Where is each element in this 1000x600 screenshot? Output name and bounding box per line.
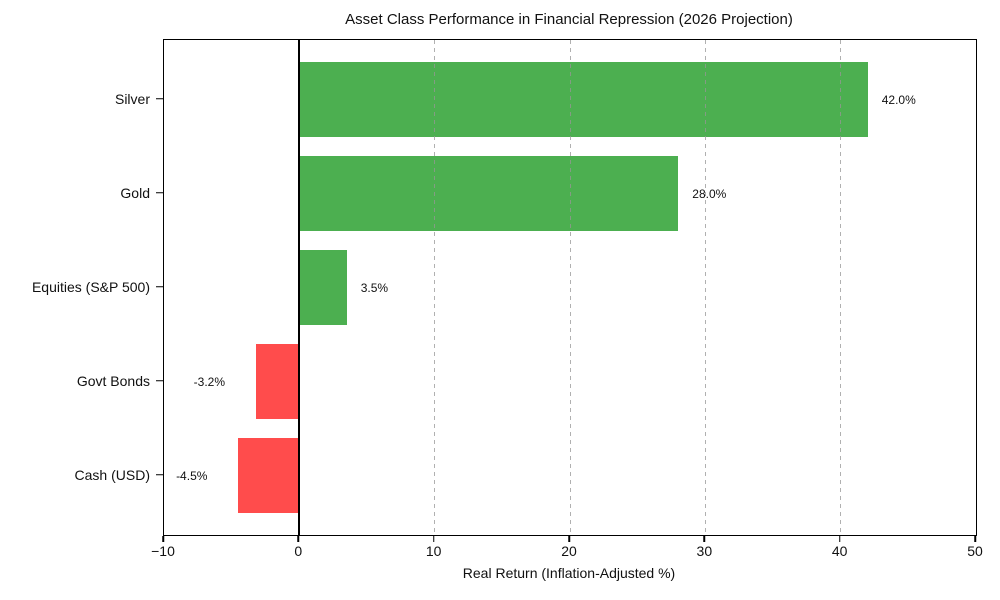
gridline [569, 40, 571, 535]
x-tick-label-0: 0 [294, 543, 303, 559]
x-tick [162, 535, 164, 542]
chart-title: Asset Class Performance in Financial Rep… [345, 11, 793, 28]
value-label-gold: 28.0% [692, 186, 727, 201]
y-tick [156, 191, 163, 194]
x-tick [568, 535, 570, 542]
x-tick [974, 535, 976, 542]
bar-equities-s-p-500 [299, 250, 347, 326]
bar-govt-bonds [256, 344, 300, 420]
value-label-silver: 42.0% [881, 92, 916, 107]
gridline [704, 40, 706, 535]
value-label-cash-usd: -4.5% [176, 468, 208, 483]
value-label-govt-bonds: -3.2% [193, 374, 226, 389]
x-tick [432, 535, 435, 542]
y-tick-label-cash-usd: Cash (USD) [74, 466, 150, 483]
x-tick-label-20: 20 [561, 543, 577, 559]
y-tick-label-equities-s-p-500: Equities (S&P 500) [31, 278, 150, 295]
gridline [434, 40, 436, 535]
x-axis-label: Real Return (Inflation-Adjusted %) [462, 565, 676, 581]
x-tick-label--10: −10 [151, 543, 175, 559]
y-tick-label-govt-bonds: Govt Bonds [76, 372, 150, 389]
y-tick-label-gold: Gold [120, 184, 150, 201]
value-label-equities-s-p-500: 3.5% [360, 280, 389, 295]
x-tick [838, 535, 841, 542]
y-tick [156, 97, 163, 100]
x-tick-label-30: 30 [696, 543, 713, 559]
bar-gold [299, 156, 679, 232]
y-tick [156, 285, 163, 288]
x-tick-label-40: 40 [831, 543, 848, 559]
gridline [840, 40, 842, 535]
bar-silver [299, 62, 868, 137]
bar-cash-usd [238, 438, 300, 514]
zero-axis-line [298, 40, 301, 535]
x-tick [297, 535, 300, 542]
y-tick [156, 474, 163, 476]
x-tick-label-50: 50 [967, 543, 983, 559]
x-tick-label-10: 10 [425, 543, 442, 559]
y-tick [156, 380, 163, 382]
x-tick [703, 535, 706, 542]
plot-area: 42.0% 28.0% 3.5% -3.2% -4.5% [163, 39, 977, 536]
y-tick-label-silver: Silver [114, 90, 150, 107]
